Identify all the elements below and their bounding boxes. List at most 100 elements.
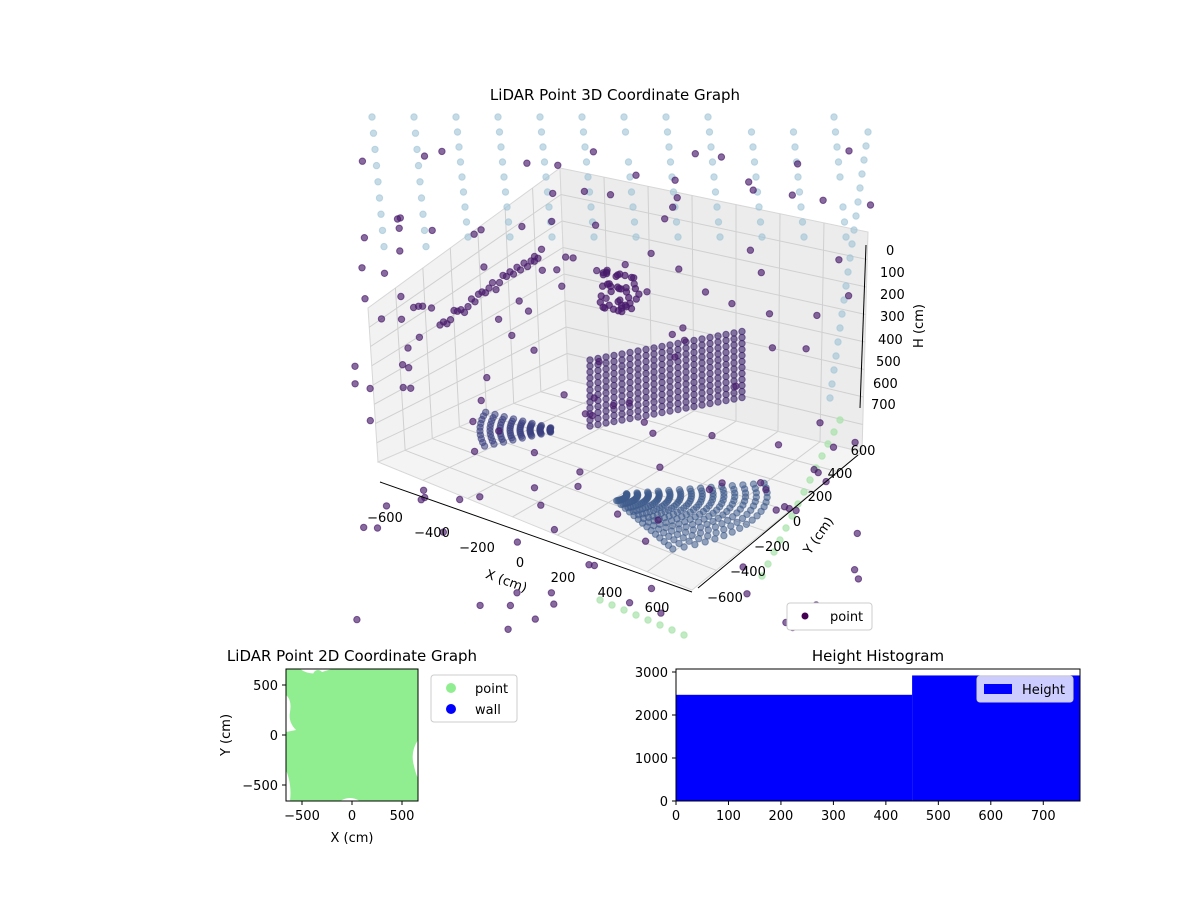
legend-label-point: point	[475, 682, 508, 697]
point-3d	[586, 404, 594, 412]
z-axis-line	[859, 244, 867, 409]
point-3d	[373, 524, 382, 532]
z-axis-label: H (cm)	[912, 304, 927, 348]
point-3d	[722, 342, 730, 351]
point-3d	[836, 324, 844, 332]
point-3d	[758, 572, 766, 580]
point-3d	[595, 357, 603, 366]
point-3d	[470, 230, 478, 238]
point-3d	[590, 233, 598, 241]
point-3d	[477, 396, 485, 405]
point-3d	[722, 336, 730, 345]
point-3d	[844, 268, 852, 276]
point-3d	[351, 362, 359, 370]
point-3d	[690, 360, 698, 369]
point-3d	[711, 188, 720, 196]
point-3d	[513, 538, 522, 546]
gap	[412, 740, 418, 778]
point-3d	[610, 411, 618, 420]
point-3d	[513, 589, 521, 597]
grid-line	[565, 326, 864, 398]
point-3d	[673, 530, 682, 539]
point-3d	[419, 210, 427, 218]
point-3d	[500, 173, 508, 181]
point-3d	[826, 394, 834, 402]
point-3d	[610, 363, 618, 372]
point-3d	[417, 194, 426, 202]
point-3d	[682, 344, 690, 352]
point-3d	[602, 389, 610, 397]
point-3d	[834, 158, 843, 166]
point-3d	[461, 203, 469, 211]
point-3d	[439, 528, 448, 536]
point-3d	[554, 161, 562, 170]
point-3d	[658, 360, 666, 369]
grid-line	[375, 326, 567, 424]
point-3d	[658, 372, 666, 381]
point-3d	[497, 143, 505, 151]
point-3d	[458, 173, 466, 181]
point-3d	[586, 374, 594, 382]
point-3d	[418, 302, 427, 310]
point-3d	[477, 226, 485, 234]
point-3d	[704, 113, 712, 121]
point-3d	[380, 242, 388, 251]
x-tick-label: −600	[367, 511, 403, 526]
point-3d	[730, 395, 738, 403]
point-3d	[642, 345, 650, 354]
point-3d	[476, 493, 484, 501]
point-3d	[459, 188, 468, 196]
point-3d	[714, 356, 722, 364]
point-3d	[666, 365, 674, 373]
point-3d	[524, 307, 533, 315]
point-3d	[398, 361, 407, 369]
point-3d	[690, 390, 698, 399]
point-3d	[618, 368, 626, 376]
point-3d	[630, 280, 638, 288]
point-3d	[705, 128, 714, 136]
point-3d	[574, 482, 582, 491]
point-3d	[530, 448, 539, 457]
point-3d	[830, 113, 838, 121]
point-3d	[508, 331, 516, 340]
point-3d	[714, 344, 722, 352]
point-3d	[666, 347, 674, 355]
point-3d	[674, 381, 682, 390]
point-3d	[818, 452, 826, 460]
point-3d	[714, 350, 722, 358]
point-3d	[537, 501, 545, 509]
point-3d	[397, 292, 405, 301]
gap	[340, 798, 360, 801]
point-3d	[480, 263, 488, 271]
point-3d	[414, 161, 423, 170]
point-3d	[853, 529, 861, 538]
point-3d	[360, 523, 368, 532]
point-3d	[674, 405, 682, 414]
points-3d	[351, 113, 875, 639]
point-3d	[627, 188, 636, 196]
point-3d	[675, 265, 683, 273]
point-3d	[634, 359, 642, 367]
point-3d	[839, 203, 847, 211]
point-3d	[610, 387, 618, 396]
point-3d	[613, 510, 622, 518]
point-3d	[586, 422, 594, 430]
point-3d	[658, 354, 666, 363]
point-3d	[795, 188, 804, 196]
chart-3d-title: LiDAR Point 3D Coordinate Graph	[490, 86, 740, 104]
point-3d	[765, 310, 774, 318]
point-3d	[788, 191, 796, 199]
point-3d	[609, 401, 617, 410]
point-3d	[419, 486, 428, 494]
x-tick-label: 200	[551, 571, 576, 586]
point-3d	[866, 201, 875, 209]
point-3d	[675, 539, 683, 548]
point-2d	[313, 670, 323, 680]
z-tick-label: 600	[873, 377, 898, 392]
point-3d	[634, 347, 642, 355]
x-tick-label: 200	[769, 809, 794, 824]
point-3d	[602, 383, 610, 391]
point-3d	[586, 368, 594, 376]
point-3d	[666, 359, 674, 367]
x-axis-line	[379, 481, 693, 593]
